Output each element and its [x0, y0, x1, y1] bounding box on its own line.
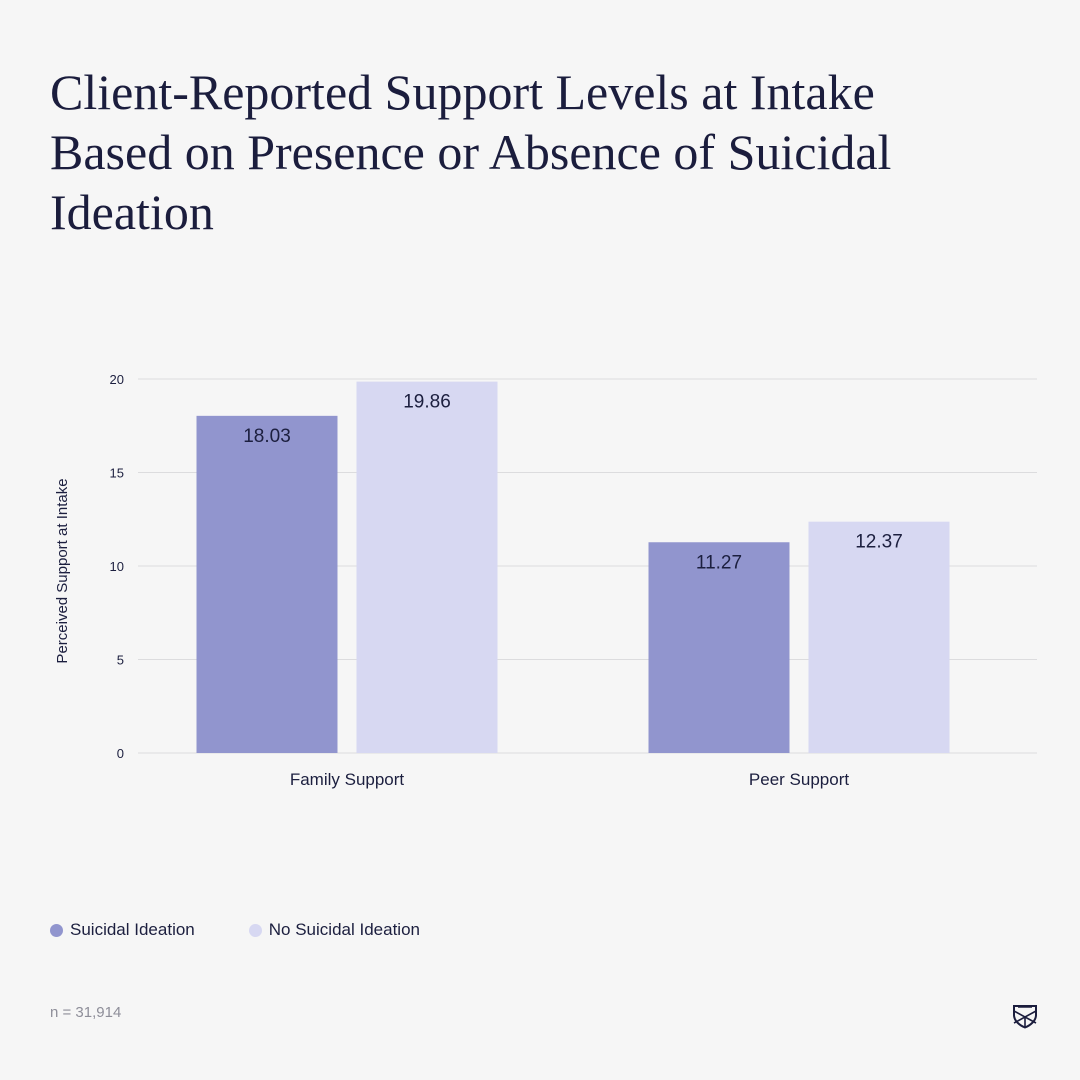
bar — [196, 415, 338, 753]
bar-value-label: 18.03 — [243, 426, 291, 447]
bar — [808, 521, 950, 753]
sample-size-note: n = 31,914 — [50, 1004, 122, 1021]
y-tick-label: 10 — [110, 559, 124, 574]
legend-swatch-suicidal-ideation — [50, 923, 63, 937]
bar-value-label: 12.37 — [855, 532, 903, 553]
bar-value-label: 19.86 — [403, 392, 451, 413]
y-tick-label: 15 — [110, 466, 124, 481]
x-category-label: Family Support — [290, 770, 405, 789]
x-category-label: Peer Support — [749, 770, 849, 789]
y-axis-label: Perceived Support at Intake — [54, 478, 71, 663]
bar — [648, 542, 790, 753]
legend: Suicidal Ideation No Suicidal Ideation — [50, 920, 474, 940]
bar — [356, 381, 498, 753]
y-tick-label: 5 — [117, 653, 124, 668]
legend-label: Suicidal Ideation — [70, 920, 195, 939]
legend-swatch-no-suicidal-ideation — [248, 923, 262, 937]
y-tick-label: 0 — [117, 746, 124, 761]
y-tick-label: 20 — [110, 372, 124, 387]
legend-label: No Suicidal Ideation — [268, 920, 420, 939]
bar-value-label: 11.27 — [696, 552, 742, 573]
chart-title: Client-Reported Support Levels at Intake… — [50, 64, 892, 240]
legend-item-suicidal-ideation: Suicidal Ideation — [50, 920, 195, 940]
legend-item-no-suicidal-ideation: No Suicidal Ideation — [248, 920, 420, 940]
shield-crest-icon — [1013, 1005, 1037, 1029]
